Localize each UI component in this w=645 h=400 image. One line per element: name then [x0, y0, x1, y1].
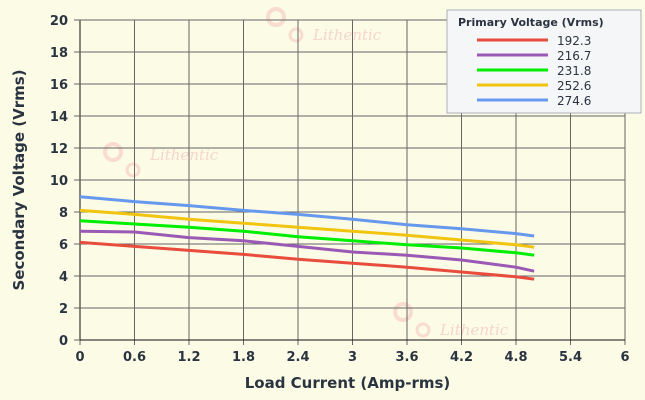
legend-entry: 192.3	[557, 34, 591, 48]
y-tick-label: 6	[59, 238, 68, 253]
series-line-274-6	[79, 195, 535, 238]
x-tick-label: 0	[75, 350, 84, 365]
x-tick-label: 0.6	[123, 350, 146, 365]
legend-box	[446, 9, 642, 114]
y-tick-label: 12	[50, 142, 68, 157]
y-tick-label: 16	[50, 78, 68, 93]
legend-entry: 274.6	[557, 94, 591, 108]
x-axis-label: Load Current (Amp-rms)	[245, 374, 451, 392]
y-tick-label: 14	[50, 110, 68, 125]
watermark-logo-icon	[288, 27, 304, 43]
watermark-text: Lithentic	[149, 146, 219, 164]
y-tick-label: 2	[59, 302, 68, 317]
watermark-text: Lithentic	[439, 321, 509, 339]
y-tick-label: 18	[50, 46, 68, 61]
watermark-logo-icon	[103, 142, 123, 162]
x-tick-label: 5.4	[559, 350, 582, 365]
x-tick-label: 3	[348, 350, 357, 365]
x-tick-label: 4.8	[504, 350, 527, 365]
y-tick-label: 0	[59, 334, 68, 349]
x-tick-label: 6	[620, 350, 629, 365]
y-tick-label: 8	[59, 206, 68, 221]
watermark-text: Lithentic	[312, 26, 382, 44]
series-line-252-6	[79, 208, 535, 249]
x-tick-label: 2.4	[286, 350, 309, 365]
legend-title: Primary Voltage (Vrms)	[458, 16, 604, 29]
y-tick-label: 20	[50, 14, 68, 29]
watermark-logo-icon	[415, 322, 431, 338]
series-line-192-3	[79, 240, 535, 281]
x-tick-label: 1.8	[232, 350, 255, 365]
legend-entry: 216.7	[557, 49, 591, 63]
watermark-logo-icon	[125, 162, 141, 178]
x-tick-label: 3.6	[395, 350, 418, 365]
y-tick-label: 4	[59, 270, 68, 285]
x-tick-label: 1.2	[177, 350, 200, 365]
y-tick-label: 10	[50, 174, 68, 189]
x-tick-label: 4.2	[450, 350, 473, 365]
watermark-logo-icon	[393, 302, 413, 322]
legend-entry: 231.8	[557, 64, 591, 78]
legend-entry: 252.6	[557, 79, 591, 93]
series-line-231-8	[79, 219, 535, 257]
series-line-216-7	[79, 229, 535, 273]
y-axis-label: Secondary Voltage (Vrms)	[10, 69, 28, 290]
watermark-logo-icon	[266, 7, 286, 27]
